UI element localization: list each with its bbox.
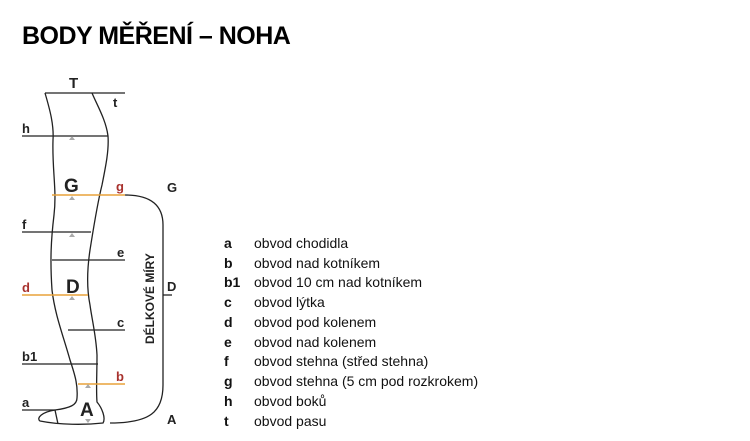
legend-text: obvod stehna (5 cm pod rozkrokem) (254, 373, 479, 389)
length-bracket (109, 194, 164, 424)
legend-text: obvod nad kolenem (254, 334, 377, 350)
legend-text: obvod stehna (střed stehna) (254, 353, 429, 369)
bracket-label-A: A (167, 412, 177, 427)
label-T: T (69, 75, 78, 92)
label-g: g (116, 179, 124, 194)
legend-item-t: t obvod pasu (224, 413, 326, 429)
label-a: a (22, 395, 30, 410)
legend-item-f: f obvod stehna (střed stehna) (224, 353, 428, 369)
legend-key: a (224, 235, 232, 251)
bracket-label-D: D (167, 279, 176, 294)
label-b1: b1 (22, 349, 37, 364)
legend-text: obvod pasu (254, 413, 327, 429)
page-title: BODY MĚŘENÍ – NOHA (22, 22, 291, 50)
legend-text: obvod 10 cm nad kotníkem (254, 274, 423, 290)
legend-key: g (224, 373, 233, 389)
legend-key: b1 (224, 274, 241, 290)
legend-item-a: a obvod chodidla (224, 235, 348, 251)
legend-key: c (224, 294, 232, 310)
leg-outline-back (38, 92, 109, 425)
legend-key: f (224, 353, 229, 369)
marker-icon (69, 136, 75, 140)
marker-icon (85, 384, 91, 388)
label-f: f (22, 217, 27, 232)
label-b: b (116, 369, 124, 384)
legend-item-b1: b1 obvod 10 cm nad kotníkem (224, 274, 422, 290)
label-c: c (117, 315, 124, 330)
legend-item-c: c obvod lýtka (224, 294, 325, 310)
point-D: D (66, 277, 80, 298)
foot-toe-line (54, 409, 59, 425)
legend-text: obvod pod kolenem (254, 314, 377, 330)
legend-key: h (224, 393, 233, 409)
legend-item-g: g obvod stehna (5 cm pod rozkrokem) (224, 373, 478, 389)
legend-item-b: b obvod nad kotníkem (224, 255, 380, 271)
legend-item-h: h obvod boků (224, 393, 326, 409)
legend-item-e: e obvod nad kolenem (224, 334, 376, 350)
bracket-label-G: G (167, 180, 177, 195)
legend-text: obvod lýtka (254, 294, 325, 310)
point-G: G (64, 176, 79, 197)
legend-text: obvod boků (254, 393, 327, 409)
marker-icon (69, 196, 75, 200)
marker-icon (85, 419, 91, 423)
legend-text: obvod nad kotníkem (254, 255, 381, 271)
label-t: t (113, 95, 118, 110)
legend-text: obvod chodidla (254, 235, 349, 251)
marker-icon (69, 233, 75, 237)
legend-key: b (224, 255, 233, 271)
length-measures-label: DÉLKOVÉ MÍRY (142, 253, 157, 344)
point-A: A (80, 400, 94, 421)
label-e: e (117, 245, 124, 260)
legend-key: t (224, 413, 229, 429)
marker-icon (69, 296, 75, 300)
legend-item-d: d obvod pod kolenem (224, 314, 376, 330)
legend-key: e (224, 334, 232, 350)
legend-key: d (224, 314, 233, 330)
label-d: d (22, 280, 30, 295)
label-h: h (22, 121, 30, 136)
